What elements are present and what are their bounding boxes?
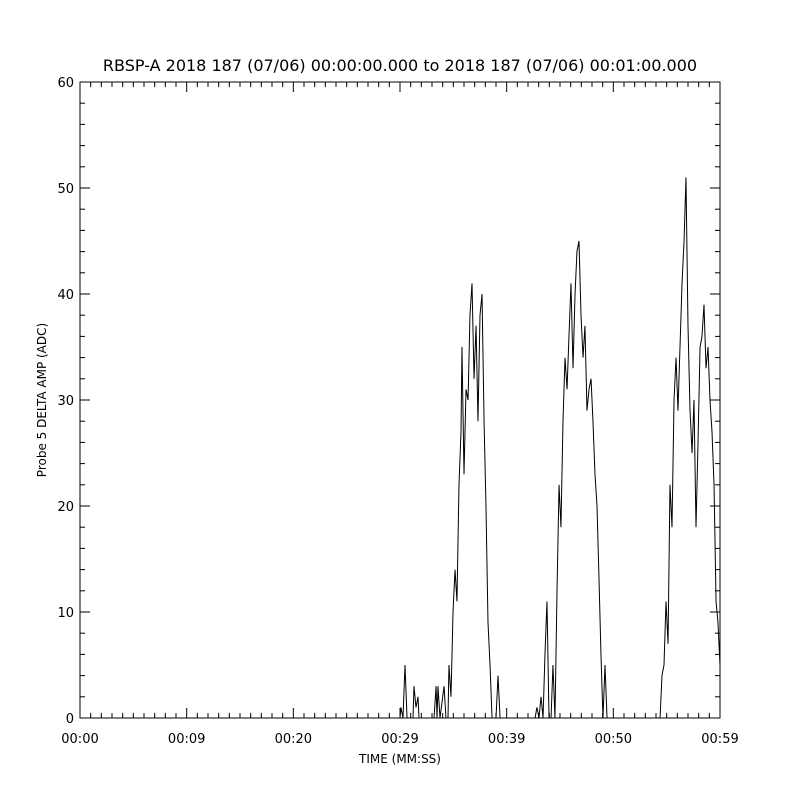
x-tick-label: 00:59 — [701, 732, 738, 747]
x-tick-label: 00:29 — [381, 732, 418, 747]
y-axis-label: Probe 5 DELTA AMP (ADC) — [35, 323, 49, 477]
y-tick-label: 40 — [57, 288, 74, 303]
x-tick-label: 00:09 — [168, 732, 205, 747]
y-tick-label: 50 — [57, 182, 74, 197]
y-tick-label: 20 — [57, 500, 74, 515]
y-tick-label: 10 — [57, 606, 74, 621]
y-tick-label: 60 — [57, 76, 74, 91]
x-tick-label: 00:20 — [275, 732, 312, 747]
data-line — [80, 177, 721, 719]
y-tick-label: 0 — [66, 712, 74, 727]
x-tick-label: 00:50 — [595, 732, 632, 747]
x-axis-label: TIME (MM:SS) — [358, 752, 441, 766]
x-tick-label: 00:00 — [61, 732, 98, 747]
x-tick-label: 00:39 — [488, 732, 525, 747]
y-tick-label: 30 — [57, 394, 74, 409]
chart-title: RBSP-A 2018 187 (07/06) 00:00:00.000 to … — [103, 56, 697, 75]
